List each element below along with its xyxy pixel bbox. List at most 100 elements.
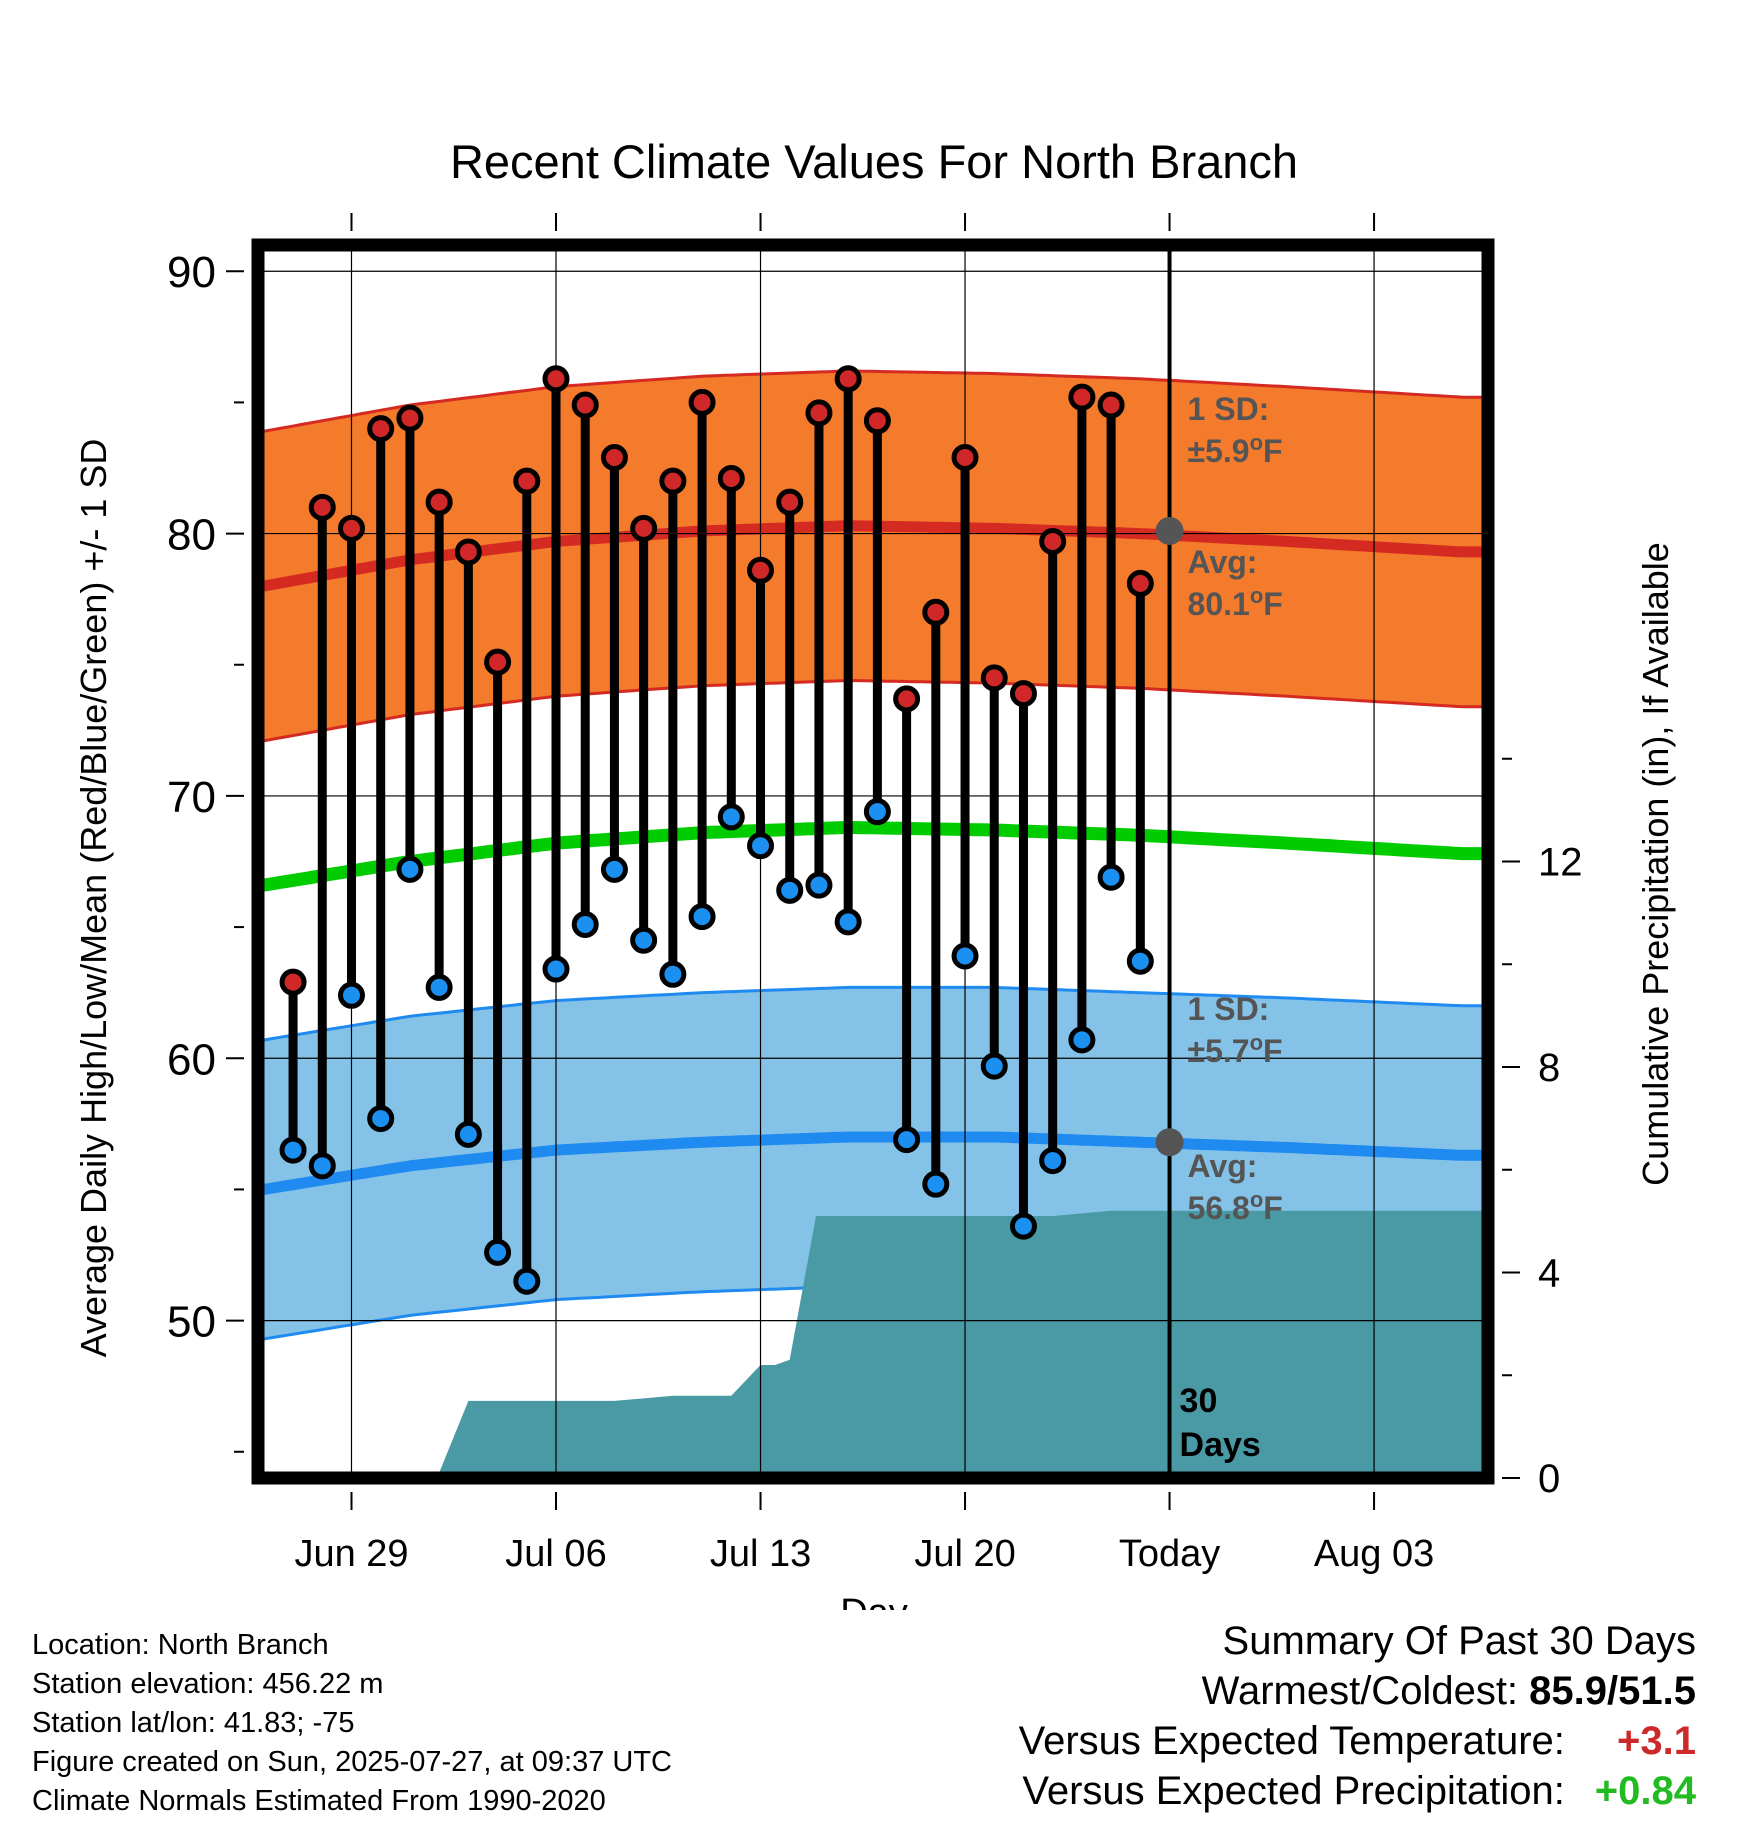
- chart-title: Recent Climate Values For North Branch: [450, 135, 1298, 188]
- high-sd-annotation-label: 1 SD:: [1188, 391, 1270, 427]
- x-axis-label: Day: [840, 1592, 908, 1610]
- high-temp-point: [1039, 527, 1067, 555]
- created-text: Figure created on Sun, 2025-07-27, at 09…: [32, 1746, 672, 1778]
- low-temp-point: [337, 981, 365, 1009]
- high-temp-point: [805, 399, 833, 427]
- normals-text: Climate Normals Estimated From 1990-2020: [32, 1785, 606, 1817]
- elevation-text: Station elevation: 456.22 m: [32, 1668, 384, 1700]
- x-tick-label: Jun 29: [294, 1533, 408, 1575]
- low-temp-point: [484, 1238, 512, 1266]
- low-temp-point: [688, 903, 716, 931]
- precip-row: Versus Expected Precipitation: +0.84: [1019, 1766, 1696, 1816]
- low-temp-point: [951, 942, 979, 970]
- low-temp-point: [630, 926, 658, 954]
- low-temp-point: [1126, 947, 1154, 975]
- summary-heading: Summary Of Past 30 Days: [1222, 1619, 1696, 1663]
- y2-tick-label: 0: [1538, 1457, 1560, 1501]
- x-tick-label: Today: [1119, 1533, 1220, 1575]
- today-high-marker: [1155, 516, 1184, 545]
- high-temp-point: [396, 404, 424, 432]
- warm-cold-row: Warmest/Coldest: 85.9/51.5: [1019, 1666, 1696, 1716]
- low-temp-point: [717, 803, 745, 831]
- high-avg-annotation-value: 80.1oF: [1188, 583, 1283, 622]
- warm-cold-label: Warmest/Coldest:: [1201, 1669, 1519, 1713]
- low-temp-point: [805, 871, 833, 899]
- high-temp-point: [717, 464, 745, 492]
- warm-cold-value: 85.9/51.5: [1529, 1669, 1696, 1713]
- low-temp-point: [513, 1267, 541, 1295]
- low-temp-point: [1068, 1026, 1096, 1054]
- low-temp-point: [1039, 1147, 1067, 1175]
- high-temp-point: [454, 538, 482, 566]
- precip-area: [263, 1210, 1488, 1478]
- climate-chart: Recent Climate Values For North Branch 1…: [73, 135, 1676, 1610]
- normal-low-line: [258, 1131, 1486, 1195]
- normal-mean-line: [258, 820, 1486, 892]
- high-temp-point: [980, 664, 1008, 692]
- high-temp-point: [542, 365, 570, 393]
- high-temp-point: [893, 685, 921, 713]
- low-temp-point: [542, 955, 570, 983]
- high-temp-point: [513, 467, 541, 495]
- y-tick-label: 80: [167, 511, 216, 560]
- x-tick-label: Aug 03: [1314, 1533, 1434, 1575]
- low-temp-point: [659, 960, 687, 988]
- high-temp-point: [922, 598, 950, 626]
- high-sd-upper-line: [258, 369, 1486, 433]
- high-temp-point: [571, 391, 599, 419]
- y-axis-label: Average Daily High/Low/Mean (Red/Blue/Gr…: [73, 439, 114, 1358]
- low-sd-annotation-label: 1 SD:: [1188, 991, 1270, 1027]
- plot-inner: [258, 245, 1488, 1478]
- high-temp-point: [308, 493, 336, 521]
- low-avg-annotation-label: Avg:: [1188, 1148, 1258, 1184]
- low-temp-point: [893, 1126, 921, 1154]
- location-text: Location: North Branch: [32, 1629, 329, 1661]
- y-tick-label: 60: [167, 1035, 216, 1084]
- temp-value: +3.1: [1617, 1719, 1696, 1763]
- low-sd-annotation-value: ±5.7oF: [1188, 1030, 1283, 1069]
- high-temp-point: [688, 388, 716, 416]
- high-avg-annotation-label: Avg:: [1188, 544, 1258, 580]
- low-sd-upper-line: [258, 985, 1486, 1042]
- y-tick-label: 70: [167, 773, 216, 822]
- low-temp-point: [454, 1120, 482, 1148]
- y2-tick-label: 4: [1538, 1252, 1560, 1296]
- high-temp-point: [367, 415, 395, 443]
- high-temp-point: [834, 365, 862, 393]
- low-temp-point: [863, 798, 891, 826]
- y2-axis-label: Cumulative Precipitation (in), If Availa…: [1635, 542, 1676, 1186]
- low-temp-point: [425, 973, 453, 1001]
- high-temp-point: [1009, 680, 1037, 708]
- x-tick-label: Jul 06: [505, 1533, 606, 1575]
- temp-label: Versus Expected Temperature:: [1018, 1719, 1565, 1763]
- x-tick-label: Jul 13: [710, 1533, 811, 1575]
- low-temp-point: [747, 832, 775, 860]
- low-temp-point: [571, 910, 599, 938]
- low-temp-point: [834, 908, 862, 936]
- high-temp-point: [776, 488, 804, 516]
- high-temp-point: [951, 443, 979, 471]
- high-sd-annotation-value: ±5.9oF: [1188, 430, 1283, 469]
- high-temp-point: [484, 648, 512, 676]
- low-temp-point: [1009, 1212, 1037, 1240]
- high-sd-band: [258, 370, 1486, 741]
- high-temp-point: [337, 514, 365, 542]
- y-tick-label: 50: [167, 1298, 216, 1347]
- high-temp-point: [1097, 391, 1125, 419]
- low-temp-point: [922, 1170, 950, 1198]
- station-info: Location: North Branch Station elevation…: [32, 1626, 672, 1821]
- high-temp-point: [659, 467, 687, 495]
- days-annotation-number: 30: [1180, 1382, 1218, 1420]
- y2-tick-label: 12: [1538, 841, 1583, 885]
- low-temp-point: [1097, 863, 1125, 891]
- high-temp-point: [1126, 569, 1154, 597]
- plot-frame: [251, 238, 1495, 1485]
- low-temp-point: [600, 855, 628, 883]
- precip-value: +0.84: [1594, 1769, 1696, 1813]
- low-temp-point: [308, 1152, 336, 1180]
- high-temp-point: [600, 443, 628, 471]
- low-avg-annotation-value: 56.8oF: [1188, 1187, 1283, 1226]
- high-temp-point: [747, 556, 775, 584]
- x-tick-label: Jul 20: [914, 1533, 1015, 1575]
